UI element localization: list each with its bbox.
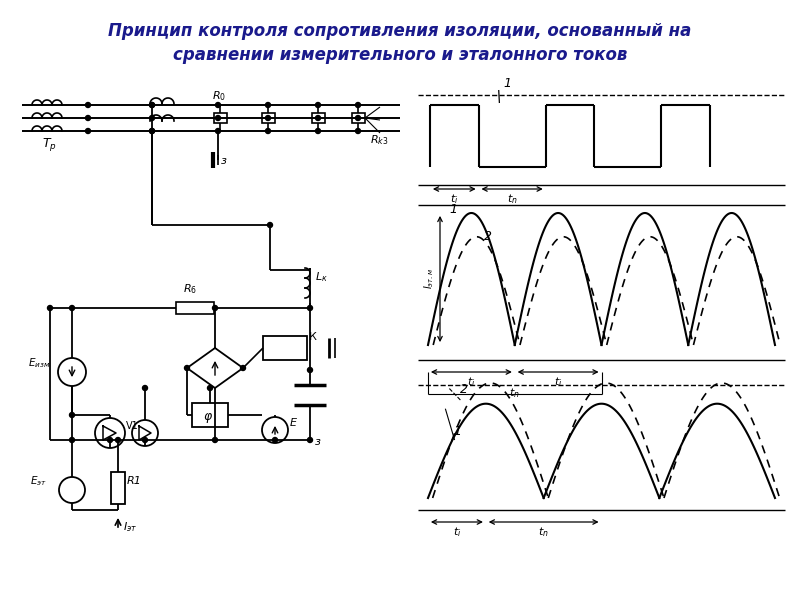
Text: з: з — [315, 437, 321, 447]
Circle shape — [355, 128, 361, 133]
Circle shape — [70, 437, 74, 443]
Text: $t_i$: $t_i$ — [453, 525, 461, 539]
Circle shape — [266, 115, 270, 121]
Circle shape — [150, 115, 154, 121]
Circle shape — [185, 365, 190, 370]
Circle shape — [266, 103, 270, 107]
Text: $L_к$: $L_к$ — [315, 270, 328, 284]
Text: $T_р$: $T_р$ — [42, 136, 57, 153]
Circle shape — [86, 103, 90, 107]
Bar — [214, 113, 226, 123]
Text: 1: 1 — [450, 203, 458, 216]
Circle shape — [315, 115, 321, 121]
Circle shape — [215, 115, 221, 121]
Circle shape — [355, 103, 361, 107]
Text: Принцип контроля сопротивления изоляции, основанный на: Принцип контроля сопротивления изоляции,… — [108, 22, 692, 40]
Circle shape — [150, 128, 154, 133]
Text: 1: 1 — [504, 77, 512, 90]
Text: $R_{k3}$: $R_{k3}$ — [370, 133, 389, 147]
Circle shape — [70, 413, 74, 418]
Circle shape — [307, 437, 313, 443]
Circle shape — [315, 128, 321, 133]
Circle shape — [241, 365, 246, 370]
Text: К: К — [309, 332, 317, 342]
Text: $t_n$: $t_n$ — [510, 386, 520, 400]
Circle shape — [307, 305, 313, 311]
Text: сравнении измерительного и эталонного токов: сравнении измерительного и эталонного то… — [173, 46, 627, 64]
Text: $\varphi$: $\varphi$ — [203, 411, 213, 425]
Circle shape — [213, 437, 218, 443]
Circle shape — [142, 385, 147, 391]
Text: V1: V1 — [126, 421, 138, 431]
Circle shape — [150, 103, 154, 107]
Circle shape — [86, 128, 90, 133]
Text: $t_i$: $t_i$ — [450, 192, 458, 206]
Circle shape — [207, 385, 213, 391]
Circle shape — [150, 128, 154, 133]
Text: $t_n$: $t_n$ — [506, 192, 518, 206]
Circle shape — [70, 305, 74, 311]
Text: $E_{изм}$: $E_{изм}$ — [28, 356, 50, 370]
Circle shape — [307, 367, 313, 373]
Text: $t_i$: $t_i$ — [554, 375, 562, 389]
Text: 2: 2 — [484, 230, 492, 243]
Circle shape — [107, 437, 113, 443]
Text: $I_{эт}$: $I_{эт}$ — [123, 520, 138, 534]
Circle shape — [86, 115, 90, 121]
Circle shape — [150, 103, 154, 107]
Text: $R_0$: $R_0$ — [212, 89, 226, 103]
Circle shape — [267, 223, 273, 227]
Circle shape — [266, 128, 270, 133]
Circle shape — [215, 128, 221, 133]
Bar — [176, 302, 214, 314]
Text: $R_6$: $R_6$ — [183, 282, 197, 296]
Circle shape — [215, 103, 221, 107]
Circle shape — [115, 437, 121, 443]
Bar — [192, 403, 228, 427]
Bar — [351, 113, 365, 123]
Circle shape — [213, 305, 218, 311]
Bar — [111, 472, 125, 504]
Bar — [263, 336, 307, 360]
Circle shape — [47, 305, 53, 311]
Text: $t_i$: $t_i$ — [467, 375, 476, 389]
Bar — [311, 113, 325, 123]
Text: $I_{эт.м}$: $I_{эт.м}$ — [422, 269, 436, 289]
Text: з: з — [221, 156, 227, 166]
Circle shape — [273, 437, 278, 443]
Circle shape — [142, 437, 147, 443]
Bar — [262, 113, 274, 123]
Text: $E_{эт}$: $E_{эт}$ — [30, 474, 47, 488]
Text: 1: 1 — [454, 425, 462, 438]
Text: R1: R1 — [127, 476, 142, 486]
Circle shape — [355, 115, 361, 121]
Text: $t_n$: $t_n$ — [538, 525, 549, 539]
Circle shape — [315, 103, 321, 107]
Text: 2: 2 — [460, 383, 468, 396]
Text: E: E — [290, 418, 297, 428]
